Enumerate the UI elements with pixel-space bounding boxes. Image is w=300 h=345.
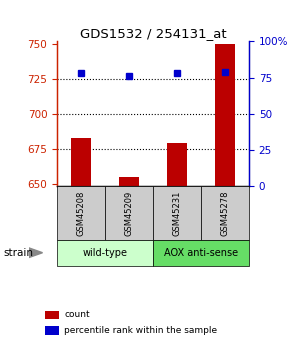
Text: GSM45278: GSM45278 [220, 190, 230, 236]
Text: AOX anti-sense: AOX anti-sense [164, 248, 238, 258]
Title: GDS1532 / 254131_at: GDS1532 / 254131_at [80, 27, 226, 40]
Bar [71, 138, 91, 186]
Text: count: count [64, 310, 90, 319]
Bar [167, 143, 187, 186]
Text: GSM45208: GSM45208 [76, 190, 85, 236]
Polygon shape [28, 248, 43, 258]
Text: strain: strain [3, 248, 33, 258]
Text: percentile rank within the sample: percentile rank within the sample [64, 326, 218, 335]
Text: GSM45209: GSM45209 [124, 190, 134, 236]
Text: GSM45231: GSM45231 [172, 190, 182, 236]
Bar [119, 177, 139, 186]
Text: wild-type: wild-type [82, 248, 128, 258]
Bar [215, 44, 235, 186]
